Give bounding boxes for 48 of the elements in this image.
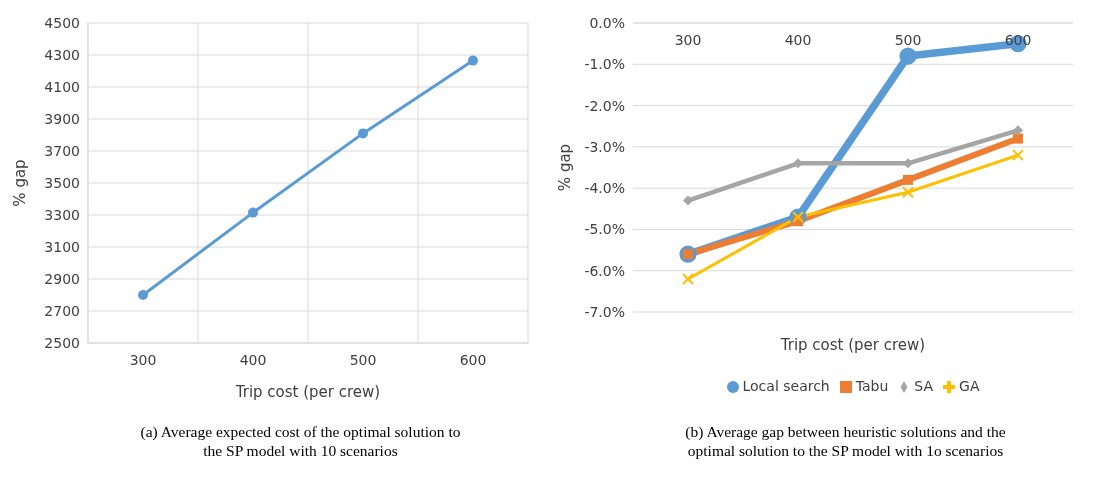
legend-label: SA xyxy=(914,378,934,394)
legend-label: Local search xyxy=(742,378,830,394)
y-tick-label: -3.0% xyxy=(584,138,625,155)
point xyxy=(358,128,368,139)
point xyxy=(683,195,693,206)
legend-label: GA xyxy=(959,378,980,394)
y-tick-label: 3500 xyxy=(44,174,80,191)
point xyxy=(682,272,694,285)
y-tick-label: 4500 xyxy=(44,14,80,31)
text: (b) Average gap between heuristic solutions and the optimal solution to the SP model with 1o scenarios xyxy=(684,422,1007,460)
x-tick-label: 500 xyxy=(349,351,377,368)
y-axis-title: % gap xyxy=(11,159,30,207)
point xyxy=(1013,133,1023,144)
y-tick-label: -6.0% xyxy=(584,262,625,279)
x-axis-title: Trip cost (per crew) xyxy=(779,336,927,354)
y-tick-label: 3700 xyxy=(44,142,80,159)
point xyxy=(902,186,914,199)
y-tick-label: 0.0% xyxy=(589,14,625,31)
x-tick-label: 300 xyxy=(674,32,702,48)
y-tick-label: -4.0% xyxy=(584,180,625,197)
y-tick-label: 3900 xyxy=(44,110,80,127)
text: (a) Average expected cost of the optimal solution to the SP model with 10 scenarios xyxy=(139,422,462,460)
x-tick-label: 400 xyxy=(239,351,267,368)
y-tick-label: -1.0% xyxy=(584,56,625,73)
point xyxy=(1012,149,1024,162)
point xyxy=(468,55,478,66)
y-tick-label: 2700 xyxy=(44,302,80,319)
point xyxy=(1013,125,1023,136)
point xyxy=(138,290,148,300)
y-tick-label: -5.0% xyxy=(584,221,625,238)
y-tick-label: 2500 xyxy=(44,334,80,351)
x-tick-label: 600 xyxy=(459,351,487,368)
y-tick-label: -7.0% xyxy=(584,303,625,320)
y-tick-label: 3100 xyxy=(44,238,80,255)
y-tick-label: 2900 xyxy=(44,270,80,287)
x-tick-label: 400 xyxy=(784,32,812,48)
point xyxy=(903,174,913,185)
y-tick-label: 4300 xyxy=(44,46,80,63)
x-tick-label: 500 xyxy=(894,32,922,48)
y-tick-label: 4100 xyxy=(44,78,80,95)
x-tick-label: 300 xyxy=(129,351,157,368)
y-tick-label: 3300 xyxy=(44,206,80,223)
point xyxy=(248,207,258,218)
point xyxy=(899,47,917,65)
x-axis-title: Trip cost (per crew) xyxy=(234,383,382,401)
legend-label: Tabu xyxy=(855,378,889,394)
y-axis-title: % gap xyxy=(556,143,575,192)
y-tick-label: -2.0% xyxy=(584,97,625,114)
